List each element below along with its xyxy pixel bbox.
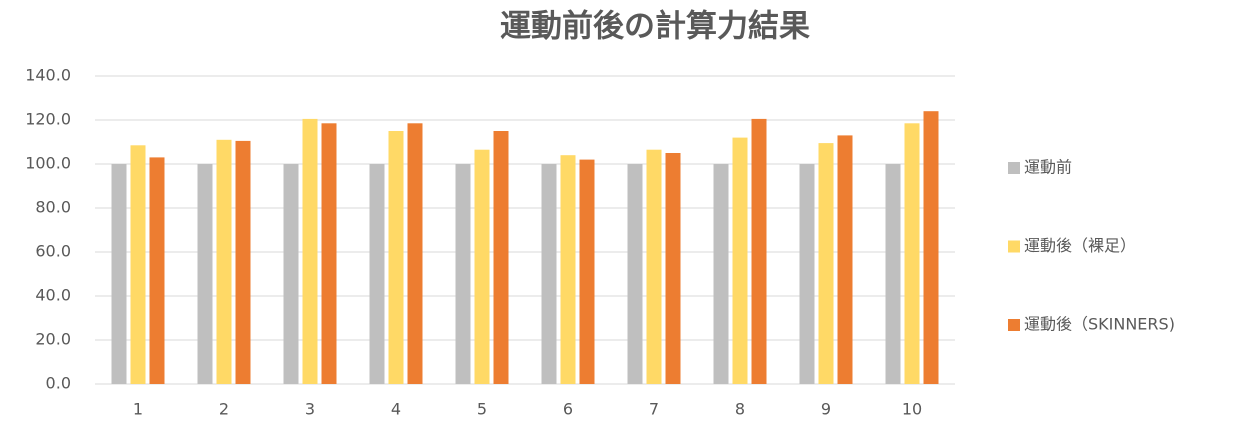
bar — [493, 131, 509, 384]
legend-label: 運動後（SKINNERS) — [1024, 315, 1175, 334]
bar — [560, 155, 576, 384]
bar — [885, 164, 901, 384]
x-tick-label: 9 — [821, 400, 831, 419]
bar — [837, 135, 853, 384]
bar — [646, 149, 662, 384]
bar — [369, 164, 385, 384]
bar — [923, 111, 939, 384]
legend-label: 運動後（裸足） — [1024, 236, 1136, 255]
bar — [388, 131, 404, 384]
bar — [216, 139, 232, 384]
bar — [732, 137, 748, 384]
x-tick-label: 2 — [219, 400, 229, 419]
bar — [713, 164, 729, 384]
y-tick-label: 120.0 — [25, 110, 71, 129]
bar — [130, 145, 146, 384]
y-tick-label: 40.0 — [35, 286, 71, 305]
legend-swatch — [1008, 319, 1020, 331]
bar — [751, 118, 767, 385]
legend-swatch — [1008, 162, 1020, 174]
x-tick-label: 8 — [735, 400, 745, 419]
x-tick-label: 1 — [133, 400, 143, 419]
bar — [627, 164, 643, 384]
bar — [302, 118, 318, 385]
x-tick-label: 10 — [902, 400, 922, 419]
bar — [818, 143, 834, 384]
y-tick-label: 100.0 — [25, 154, 71, 173]
bar — [541, 164, 557, 384]
bar — [579, 159, 595, 384]
y-tick-label: 20.0 — [35, 330, 71, 349]
bar — [321, 123, 337, 385]
x-tick-label: 5 — [477, 400, 487, 419]
bar — [455, 164, 471, 384]
legend-swatch — [1008, 240, 1020, 253]
bar — [904, 123, 920, 385]
bar — [235, 140, 251, 384]
x-tick-label: 6 — [563, 400, 573, 419]
legend-label: 運動前 — [1024, 158, 1072, 177]
y-tick-label: 60.0 — [35, 242, 71, 261]
bar — [197, 164, 213, 384]
bar — [149, 157, 165, 384]
bar — [799, 164, 815, 384]
x-tick-label: 3 — [305, 400, 315, 419]
bar — [111, 164, 127, 384]
bar — [283, 164, 299, 384]
bar — [665, 153, 681, 384]
y-tick-label: 80.0 — [35, 198, 71, 217]
y-tick-label: 0.0 — [46, 374, 71, 393]
x-tick-label: 4 — [391, 400, 401, 419]
bar — [474, 149, 490, 384]
x-tick-label: 7 — [649, 400, 659, 419]
chart-title: 運動前後の計算力結果 — [500, 9, 810, 45]
bar — [407, 123, 423, 385]
y-tick-label: 140.0 — [25, 66, 71, 85]
